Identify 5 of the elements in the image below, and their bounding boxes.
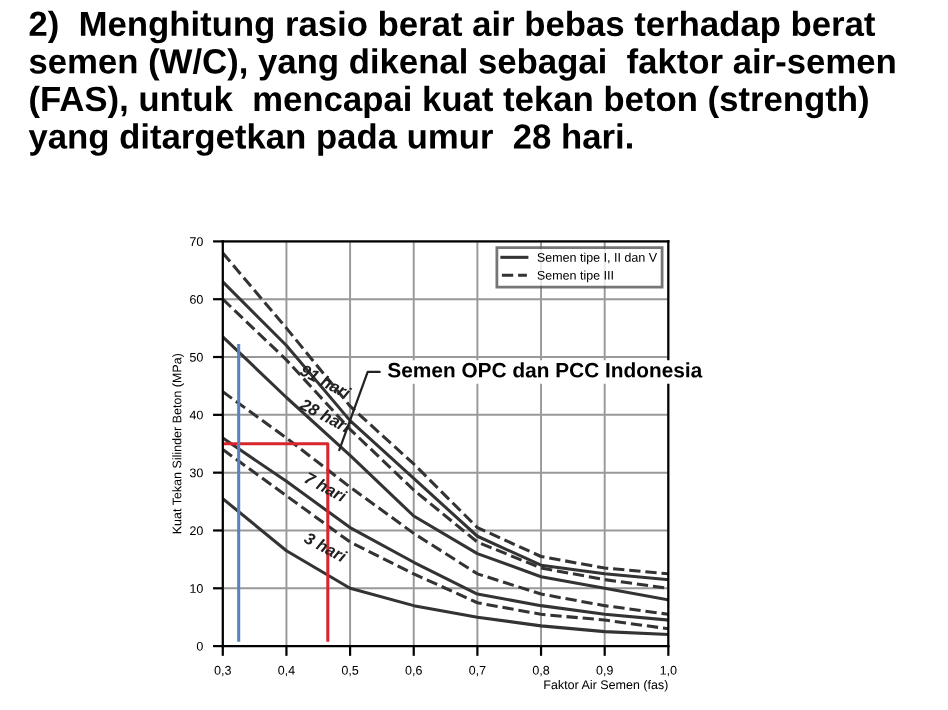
annotation: 7 hari xyxy=(303,471,349,503)
chart-title: 2) Menghitung rasio berat air bebas terhadap berat semen (W/C), yang dikenal sebagai faktor air-semen (FAS), untuk mencapai kuat tekan beton (strength) yang ditargetkan pada umur 28 hari. xyxy=(28,10,895,156)
annotation: 91 hari xyxy=(299,363,353,400)
annotation: 3 hari xyxy=(303,531,349,563)
annotation: Semen OPC dan PCC Indonesia xyxy=(387,362,703,378)
